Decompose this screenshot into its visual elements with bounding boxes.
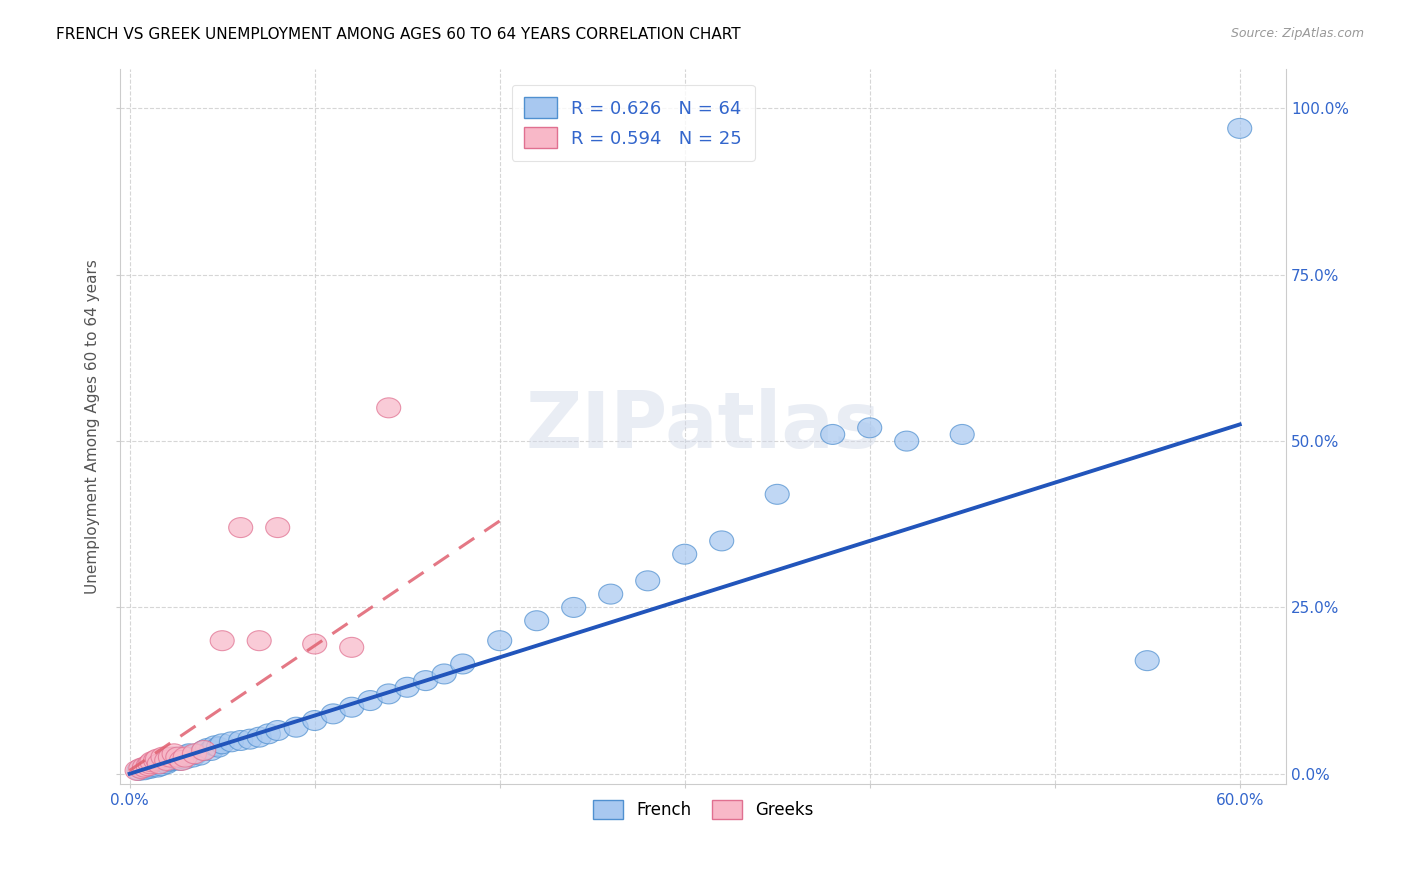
Ellipse shape	[162, 744, 186, 764]
Ellipse shape	[284, 717, 308, 737]
Ellipse shape	[127, 761, 150, 780]
Ellipse shape	[302, 711, 326, 731]
Ellipse shape	[1135, 650, 1159, 671]
Text: ZIPatlas: ZIPatlas	[526, 388, 880, 464]
Ellipse shape	[451, 654, 475, 674]
Ellipse shape	[162, 747, 186, 767]
Text: FRENCH VS GREEK UNEMPLOYMENT AMONG AGES 60 TO 64 YEARS CORRELATION CHART: FRENCH VS GREEK UNEMPLOYMENT AMONG AGES …	[56, 27, 741, 42]
Text: Source: ZipAtlas.com: Source: ZipAtlas.com	[1230, 27, 1364, 40]
Ellipse shape	[139, 752, 165, 772]
Ellipse shape	[765, 484, 789, 504]
Ellipse shape	[191, 740, 215, 761]
Ellipse shape	[165, 749, 188, 769]
Ellipse shape	[180, 747, 205, 767]
Ellipse shape	[159, 749, 183, 769]
Ellipse shape	[142, 754, 166, 773]
Ellipse shape	[129, 758, 153, 779]
Ellipse shape	[148, 754, 172, 773]
Ellipse shape	[183, 744, 207, 764]
Ellipse shape	[672, 544, 697, 564]
Ellipse shape	[174, 745, 200, 765]
Ellipse shape	[156, 752, 180, 772]
Ellipse shape	[377, 684, 401, 704]
Ellipse shape	[138, 754, 162, 773]
Ellipse shape	[229, 517, 253, 538]
Ellipse shape	[340, 698, 364, 717]
Ellipse shape	[377, 398, 401, 417]
Ellipse shape	[143, 756, 167, 776]
Ellipse shape	[229, 731, 253, 750]
Ellipse shape	[266, 721, 290, 740]
Ellipse shape	[155, 754, 179, 773]
Ellipse shape	[136, 756, 160, 776]
Ellipse shape	[561, 598, 586, 617]
Ellipse shape	[153, 750, 177, 771]
Ellipse shape	[191, 740, 215, 761]
Ellipse shape	[170, 750, 194, 771]
Ellipse shape	[247, 727, 271, 747]
Ellipse shape	[256, 723, 280, 744]
Ellipse shape	[302, 634, 326, 654]
Ellipse shape	[599, 584, 623, 604]
Ellipse shape	[143, 750, 167, 771]
Ellipse shape	[209, 631, 235, 650]
Ellipse shape	[247, 631, 271, 650]
Ellipse shape	[219, 731, 243, 752]
Ellipse shape	[413, 671, 437, 690]
Ellipse shape	[167, 750, 191, 771]
Ellipse shape	[148, 754, 172, 773]
Ellipse shape	[145, 757, 170, 777]
Ellipse shape	[145, 749, 170, 769]
Ellipse shape	[177, 744, 201, 764]
Ellipse shape	[524, 611, 548, 631]
Ellipse shape	[894, 431, 918, 451]
Ellipse shape	[188, 745, 212, 765]
Ellipse shape	[209, 734, 235, 754]
Ellipse shape	[149, 756, 173, 776]
Ellipse shape	[488, 631, 512, 650]
Ellipse shape	[160, 750, 184, 771]
Ellipse shape	[135, 757, 159, 777]
Ellipse shape	[207, 737, 231, 757]
Ellipse shape	[159, 747, 183, 767]
Ellipse shape	[139, 757, 165, 777]
Ellipse shape	[1227, 119, 1251, 138]
Ellipse shape	[340, 638, 364, 657]
Ellipse shape	[266, 517, 290, 538]
Ellipse shape	[395, 677, 419, 698]
Ellipse shape	[821, 425, 845, 444]
Ellipse shape	[170, 747, 194, 767]
Ellipse shape	[150, 747, 174, 767]
Ellipse shape	[184, 744, 208, 764]
Ellipse shape	[321, 704, 346, 723]
Ellipse shape	[710, 531, 734, 551]
Ellipse shape	[150, 752, 174, 772]
Ellipse shape	[132, 760, 156, 780]
Ellipse shape	[200, 740, 224, 761]
Ellipse shape	[432, 664, 456, 684]
Ellipse shape	[125, 761, 149, 780]
Ellipse shape	[359, 690, 382, 711]
Ellipse shape	[132, 757, 156, 777]
Ellipse shape	[202, 736, 226, 756]
Ellipse shape	[858, 417, 882, 438]
Ellipse shape	[155, 750, 179, 771]
Ellipse shape	[136, 756, 160, 776]
Ellipse shape	[950, 425, 974, 444]
Ellipse shape	[166, 747, 190, 767]
Ellipse shape	[238, 729, 262, 749]
Ellipse shape	[195, 739, 219, 758]
Y-axis label: Unemployment Among Ages 60 to 64 years: Unemployment Among Ages 60 to 64 years	[86, 259, 100, 593]
Ellipse shape	[138, 758, 162, 779]
Ellipse shape	[173, 747, 197, 767]
Ellipse shape	[131, 758, 155, 779]
Ellipse shape	[636, 571, 659, 591]
Legend: French, Greeks: French, Greeks	[586, 793, 820, 825]
Ellipse shape	[173, 749, 197, 769]
